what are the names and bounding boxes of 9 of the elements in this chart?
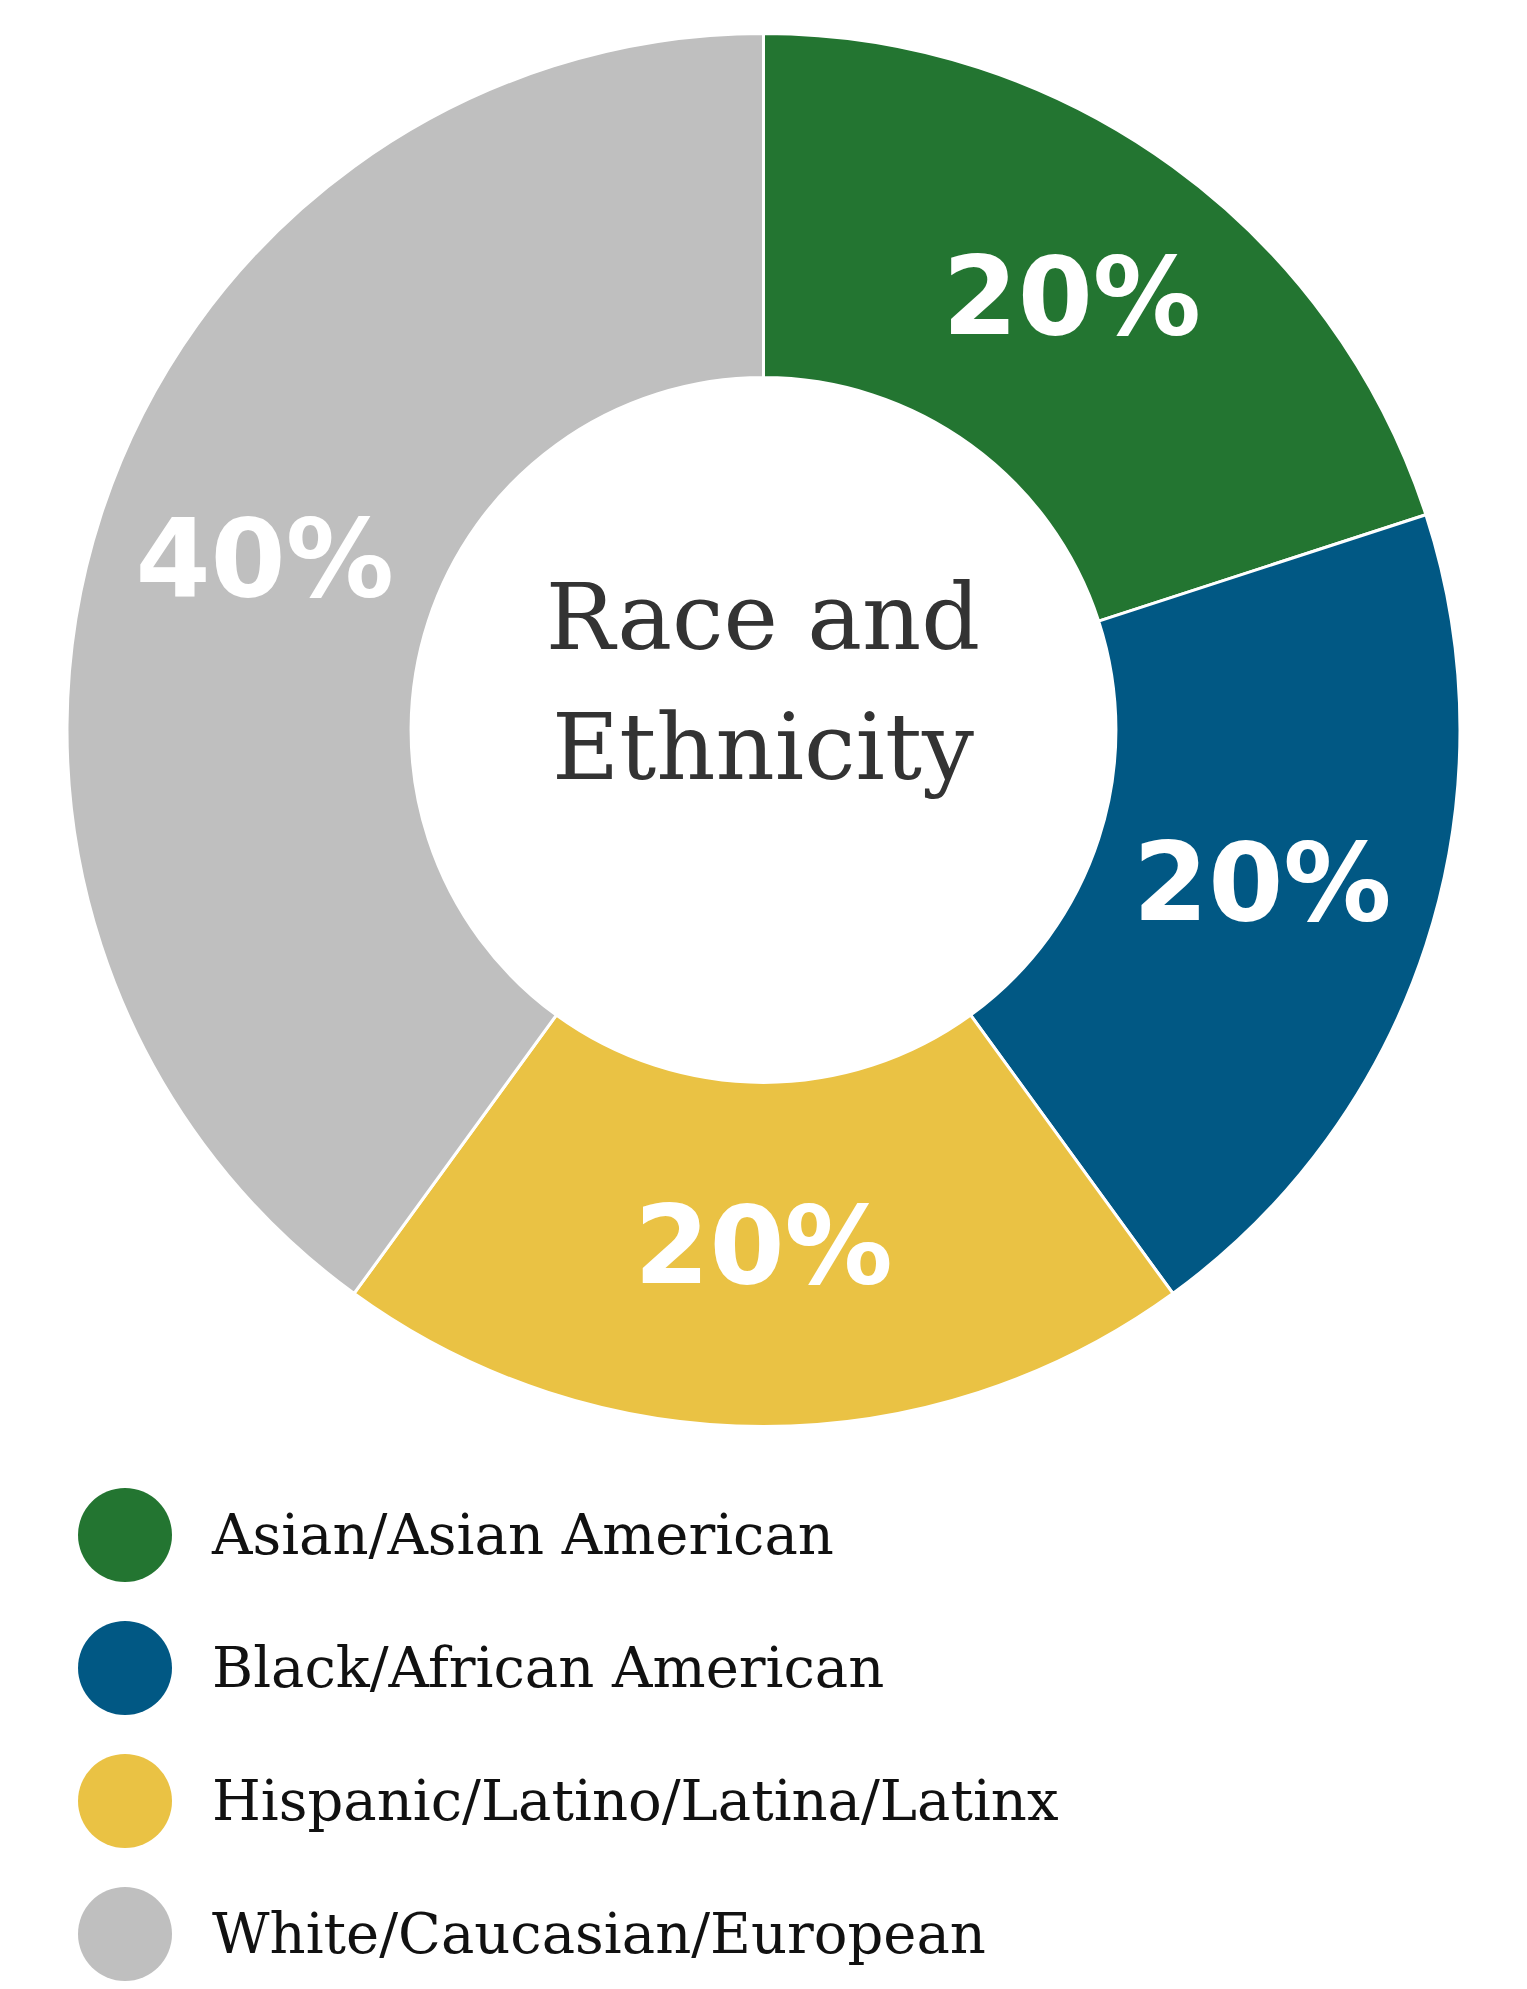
- data-label: 20%: [1133, 820, 1392, 946]
- text: Race and Ethnicity: [544, 563, 982, 803]
- data-label: 20%: [942, 233, 1202, 359]
- data-label: 20%: [634, 1182, 893, 1308]
- legend-label: White/Caucasian/European: [212, 1901, 986, 1966]
- legend-label: Hispanic/Latino/Latina/Latinx: [212, 1768, 1059, 1833]
- data-label: 40%: [135, 495, 394, 621]
- legend-label: Asian/Asian American: [212, 1502, 834, 1567]
- legend-label: Black/African American: [212, 1635, 885, 1700]
